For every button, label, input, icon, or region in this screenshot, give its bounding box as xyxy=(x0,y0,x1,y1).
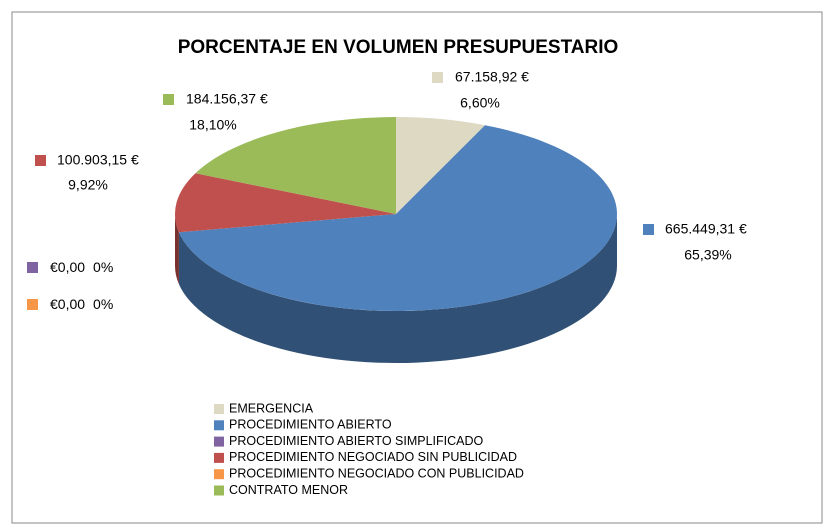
label-key xyxy=(643,224,654,235)
legend-key xyxy=(214,485,224,496)
slice-side xyxy=(178,214,617,364)
label-key xyxy=(163,94,174,105)
label-key xyxy=(27,299,38,310)
legend-key xyxy=(214,420,224,431)
data-label: €0,00 0% xyxy=(50,296,113,312)
pie-tops xyxy=(175,117,617,311)
percent-label: 18,10% xyxy=(189,117,236,133)
label-key xyxy=(35,155,46,166)
slice xyxy=(175,173,396,233)
legend-key xyxy=(214,469,224,480)
value-label: 184.156,37 € xyxy=(186,91,268,107)
percent-label: 9,92% xyxy=(68,177,108,193)
legend-label: EMERGENCIA xyxy=(229,401,314,415)
slice xyxy=(178,125,617,311)
legend-key xyxy=(214,436,224,447)
slice-side xyxy=(175,214,179,285)
legend-key xyxy=(214,404,224,414)
percent-label: 0% xyxy=(93,296,113,312)
percent-label: 6,60% xyxy=(460,95,500,111)
value-label: €0,00 xyxy=(50,259,85,275)
slice xyxy=(396,117,486,214)
legend-label: PROCEDIMIENTO NEGOCIADO CON PUBLICIDAD xyxy=(229,466,524,480)
value-label: 100.903,15 € xyxy=(57,152,139,168)
legend-label: PROCEDIMIENTO ABIERTO SIMPLIFICADO xyxy=(229,434,483,448)
legend-label: PROCEDIMIENTO ABIERTO xyxy=(229,418,392,432)
legend-label: PROCEDIMIENTO NEGOCIADO SIN PUBLICIDAD xyxy=(229,450,517,464)
slice xyxy=(195,117,396,214)
percent-label: 0% xyxy=(93,259,113,275)
percent-label: 65,39% xyxy=(684,247,731,263)
data-label: €0,00 0% xyxy=(50,259,113,275)
chart-title: PORCENTAJE EN VOLUMEN PRESUPUESTARIO xyxy=(178,37,619,58)
value-label: 665.449,31 € xyxy=(665,221,747,237)
label-key xyxy=(27,262,38,273)
pie-sides xyxy=(175,214,617,364)
legend-label: CONTRATO MENOR xyxy=(229,483,348,497)
label-key xyxy=(432,72,443,83)
value-label: €0,00 xyxy=(50,296,85,312)
value-label: 67.158,92 € xyxy=(455,69,529,85)
legend-key xyxy=(214,452,224,463)
